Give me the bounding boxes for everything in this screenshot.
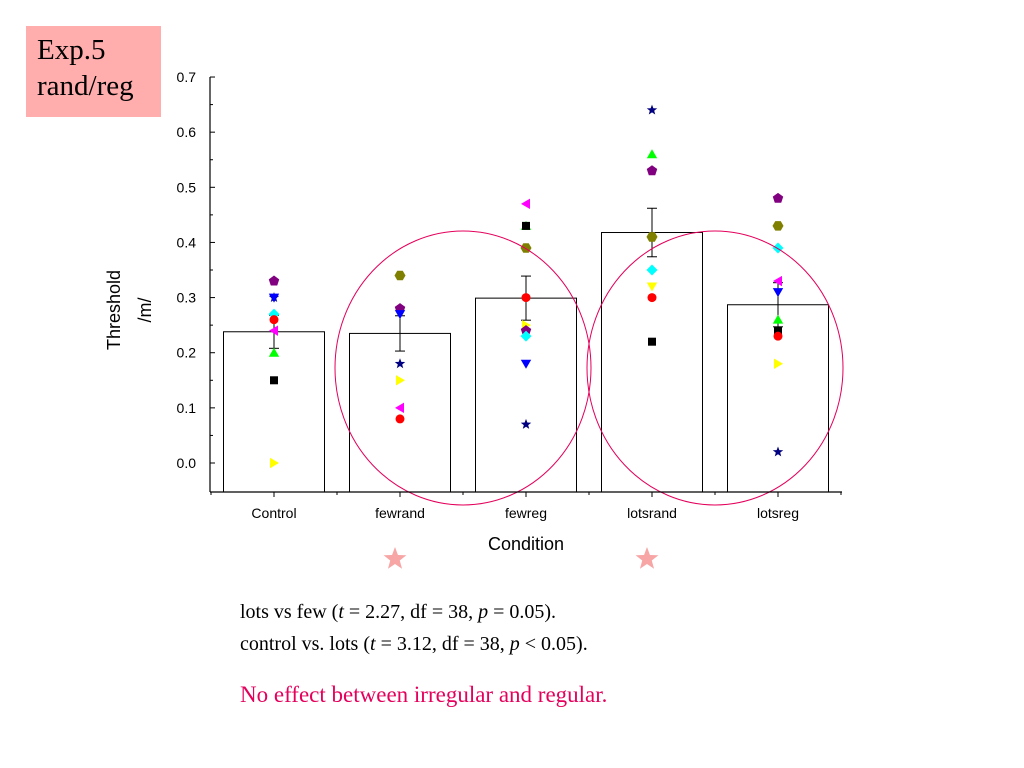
y-tick-label: 0.1 <box>177 400 197 416</box>
point-lotsreg-star <box>772 446 784 457</box>
stat2-pre: control vs. lots ( <box>240 633 370 655</box>
x-tick-label-fewrand: fewrand <box>375 505 425 521</box>
highlight-circle-few <box>334 230 592 506</box>
highlight-circle-lots <box>586 230 844 506</box>
stat1-p-text: = 0.05). <box>488 601 557 623</box>
stat1-pre: lots vs few ( <box>240 601 339 623</box>
y-axis-title-line1: Threshold <box>104 270 124 350</box>
stat-line-control-vs-lots: control vs. lots (t = 3.12, df = 38, p <… <box>240 633 588 656</box>
bar-fewrand <box>349 332 451 493</box>
y-tick-label: 0.4 <box>177 234 197 250</box>
y-axis-title-line2: /m/ <box>135 298 155 323</box>
point-lotsrand-pentagon <box>646 165 658 176</box>
point-fewreg-square <box>522 221 530 230</box>
point-lotsrand-triangle-down <box>646 282 658 292</box>
point-fewrand-hexagon <box>394 270 406 281</box>
stat2-p-text: < 0.05). <box>519 633 588 655</box>
point-fewrand-star <box>394 358 406 369</box>
x-tick-label-lotsrand: lotsrand <box>627 505 677 521</box>
point-Control-circle <box>269 315 279 325</box>
conclusion-text: No effect between irregular and regular. <box>240 682 608 707</box>
x-tick-label-Control: Control <box>251 505 296 521</box>
point-lotsreg-triangle-up <box>772 314 784 324</box>
y-tick-label: 0.5 <box>177 179 197 195</box>
stat1-t: t <box>338 601 344 623</box>
experiment-label-line1: Exp.5 <box>37 34 106 66</box>
point-lotsreg-square <box>774 326 782 335</box>
point-fewrand-triangle-down <box>394 310 406 320</box>
significance-star-few <box>383 547 407 569</box>
stat2-p: p <box>509 633 520 655</box>
y-tick-label: 0.0 <box>177 455 197 471</box>
axis-labels-layer: 0.0 0.1 0.2 0.3 0.4 0.5 0.6 0.7 Control fewrand fe… <box>104 69 799 554</box>
stat2-t: t <box>370 633 376 655</box>
point-fewreg-pentagon <box>520 325 532 336</box>
y-tick-label: 0.6 <box>177 124 197 140</box>
significance-star-lots <box>635 547 659 569</box>
point-lotsrand-triangle-up <box>646 149 658 159</box>
point-fewreg-circle <box>521 293 531 303</box>
stat-line-lots-vs-few: lots vs few (t = 2.27, df = 38, p = 0.05… <box>240 601 556 624</box>
threshold-bar-chart: 0.0 0.1 0.2 0.3 0.4 0.5 0.6 0.7 Control fewrand fe… <box>104 69 844 569</box>
y-tick-label: 0.3 <box>177 290 197 306</box>
point-Control-triangle-right <box>270 457 279 469</box>
stat2-t-text: = 3.12, df = 38, <box>375 633 510 655</box>
point-Control-triangle-down <box>268 293 280 303</box>
experiment-label-box: Exp.5 rand/reg <box>26 26 161 117</box>
y-tick-label: 0.2 <box>177 345 197 361</box>
bars-layer <box>223 232 829 493</box>
point-fewrand-triangle-right <box>396 375 405 386</box>
axes-layer <box>209 76 842 497</box>
point-fewreg-star <box>520 418 532 429</box>
point-lotsrand-square <box>648 337 656 346</box>
point-Control-pentagon <box>268 275 280 286</box>
data-points-layer <box>268 104 784 469</box>
highlight-circles-layer <box>334 230 844 506</box>
x-tick-label-fewreg: fewreg <box>505 505 547 521</box>
y-tick-label: 0.7 <box>177 69 197 85</box>
point-lotsrand-hexagon <box>646 232 658 242</box>
stat1-t-text: = 2.27, df = 38, <box>343 601 479 623</box>
significance-stars-layer <box>383 547 659 569</box>
stat1-p: p <box>478 601 489 623</box>
point-fewreg-diamond <box>520 330 532 342</box>
point-lotsreg-triangle-down <box>772 288 784 298</box>
point-lotsreg-triangle-right <box>774 358 783 369</box>
point-lotsreg-pentagon <box>772 192 784 203</box>
point-lotsrand-circle <box>647 293 657 303</box>
experiment-label-line2: rand/reg <box>37 70 134 102</box>
x-tick-label-lotsreg: lotsreg <box>757 505 799 521</box>
point-fewreg-triangle-down <box>520 359 532 369</box>
point-Control-triangle-left <box>269 325 278 336</box>
point-fewreg-triangle-left <box>521 198 530 210</box>
point-lotsrand-diamond <box>646 264 658 276</box>
point-Control-triangle-up <box>268 347 280 357</box>
point-lotsreg-triangle-left <box>773 275 782 287</box>
point-lotsrand-star <box>646 104 658 115</box>
point-Control-square <box>270 376 278 385</box>
x-axis-title: Condition <box>488 534 564 554</box>
point-fewrand-circle <box>395 414 405 424</box>
point-lotsreg-circle <box>773 331 783 341</box>
point-lotsreg-hexagon <box>772 221 784 231</box>
point-fewrand-triangle-left <box>395 402 404 414</box>
point-lotsreg-diamond <box>772 242 784 254</box>
